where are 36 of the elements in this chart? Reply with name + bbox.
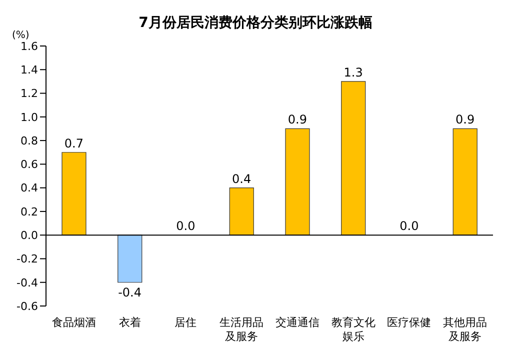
y-tick-label: 1.2 <box>20 87 38 100</box>
x-tick-label: 其他用品及服务 <box>443 316 488 343</box>
data-label: 0.9 <box>288 112 307 127</box>
data-label: 0.0 <box>176 219 196 234</box>
y-tick-label: 0.0 <box>20 228 38 242</box>
y-tick-label: 0.6 <box>20 158 38 172</box>
data-label: -0.4 <box>118 285 142 300</box>
y-tick-label: -0.6 <box>16 300 38 313</box>
data-label: 0.0 <box>400 219 419 234</box>
y-tick-label: 0.4 <box>20 182 38 195</box>
y-tick-label: -0.2 <box>16 252 38 266</box>
bar <box>452 128 478 236</box>
bar <box>285 128 310 236</box>
y-tick-label: 0.2 <box>20 205 38 218</box>
bar <box>62 152 86 236</box>
chart-title: 7月份居民消费价格分类别环比涨跌幅 <box>138 15 372 31</box>
data-label: 0.7 <box>64 136 84 150</box>
data-label: 1.3 <box>344 65 363 80</box>
x-tick-label: 居住 <box>174 316 197 329</box>
x-tick-label: 教育文化娱乐 <box>331 316 376 343</box>
y-tick-label: 1.4 <box>20 64 38 77</box>
y-tick-label: 0.8 <box>20 134 38 148</box>
x-tick-label: 医疗保健 <box>387 316 432 329</box>
x-tick-label: 衣着 <box>118 316 141 329</box>
bar <box>229 188 254 236</box>
y-axis-title: (%) <box>12 30 30 41</box>
bar <box>341 81 366 236</box>
x-tick-label: 食品烟酒 <box>52 316 96 329</box>
data-label: 0.4 <box>232 172 252 186</box>
y-tick-label: 1.0 <box>20 110 38 124</box>
y-tick-label: 1.6 <box>20 40 38 53</box>
x-tick-label: 生活用品及服务 <box>220 316 264 343</box>
y-tick-label: -0.4 <box>16 276 38 290</box>
bar <box>118 234 142 283</box>
x-tick-label: 交通通信 <box>275 316 320 329</box>
data-label: 0.9 <box>456 112 475 127</box>
